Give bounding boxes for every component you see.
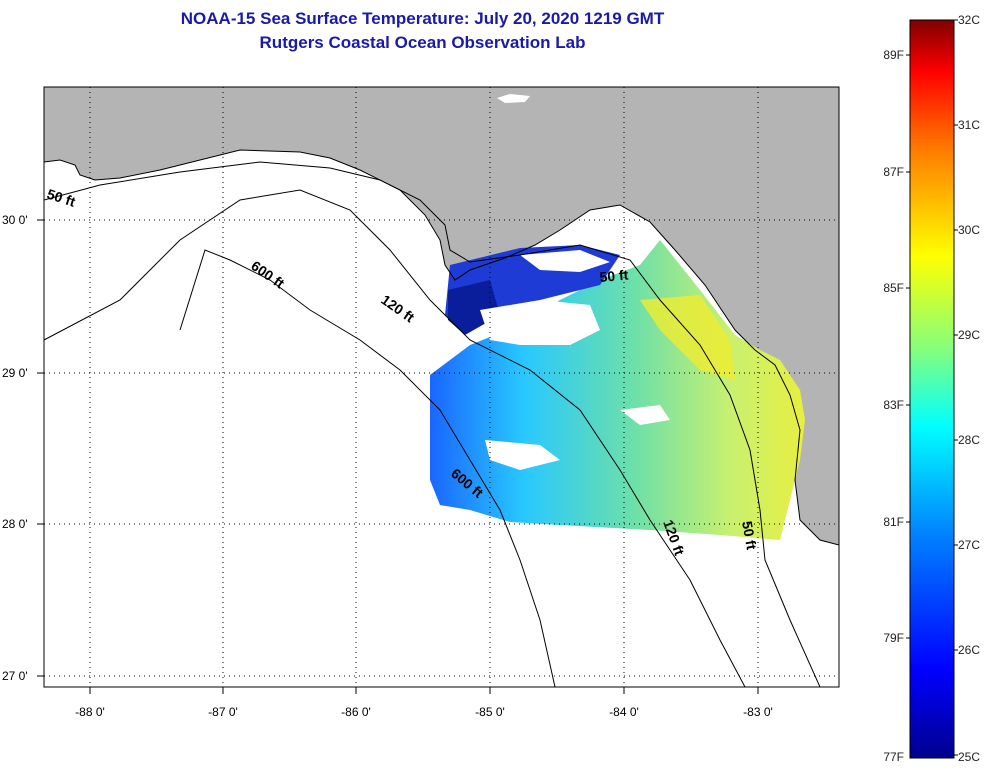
contour-600ft <box>179 249 556 687</box>
lat-tick-label: 30 0' <box>2 213 28 227</box>
colorbar-fahrenheit-label: 77F <box>883 750 904 764</box>
colorbar-fahrenheit-label: 81F <box>883 515 904 529</box>
map-subtitle: Rutgers Coastal Ocean Observation Lab <box>259 33 586 52</box>
colorbar-celsius-label: 30C <box>958 223 980 237</box>
colorbar-gradient <box>909 19 955 759</box>
colorbar-celsius-label: 27C <box>958 538 980 552</box>
colorbar-celsius-label: 32C <box>958 13 980 27</box>
map-title: NOAA-15 Sea Surface Temperature: July 20… <box>180 9 665 28</box>
lon-tick-label: -87 0' <box>208 705 238 719</box>
frame-border <box>43 86 840 688</box>
colorbar-fahrenheit-label: 79F <box>883 631 904 645</box>
colorbar-celsius-label: 29C <box>958 328 980 342</box>
lat-tick-label: 27 0' <box>2 669 28 683</box>
frame-ticks <box>37 219 759 694</box>
colorbar-fahrenheit-label: 87F <box>883 165 904 179</box>
colorbar-celsius-label: 25C <box>958 750 980 764</box>
map-frame <box>44 87 839 687</box>
lat-tick-label: 29 0' <box>2 366 28 380</box>
lon-tick-label: -83 0' <box>743 705 773 719</box>
colorbar-celsius-label: 26C <box>958 643 980 657</box>
contour-label: 50 ft <box>599 267 629 285</box>
sst-swath <box>430 240 805 540</box>
land-area <box>44 87 839 545</box>
lat-tick-label: 28 0' <box>2 517 28 531</box>
colorbar-celsius-label: 31C <box>958 118 980 132</box>
colorbar-fahrenheit-label: 89F <box>883 48 904 62</box>
colorbar-fahrenheit-label: 85F <box>883 281 904 295</box>
contour-label: 50 ft <box>739 520 760 551</box>
lon-tick-label: -85 0' <box>475 705 505 719</box>
lon-tick-label: -88 0' <box>75 705 105 719</box>
coastline <box>44 149 839 546</box>
colorbar-fahrenheit-label: 83F <box>883 398 904 412</box>
contour-50ft <box>44 161 821 687</box>
lon-tick-label: -86 0' <box>341 705 371 719</box>
graticule <box>44 87 839 687</box>
colorbar-celsius-label: 28C <box>958 433 980 447</box>
colorbar: 32C 31C 30C 29C 28C 27C 26C 25C 89F 87F … <box>883 13 980 764</box>
lon-tick-label: -84 0' <box>609 705 639 719</box>
